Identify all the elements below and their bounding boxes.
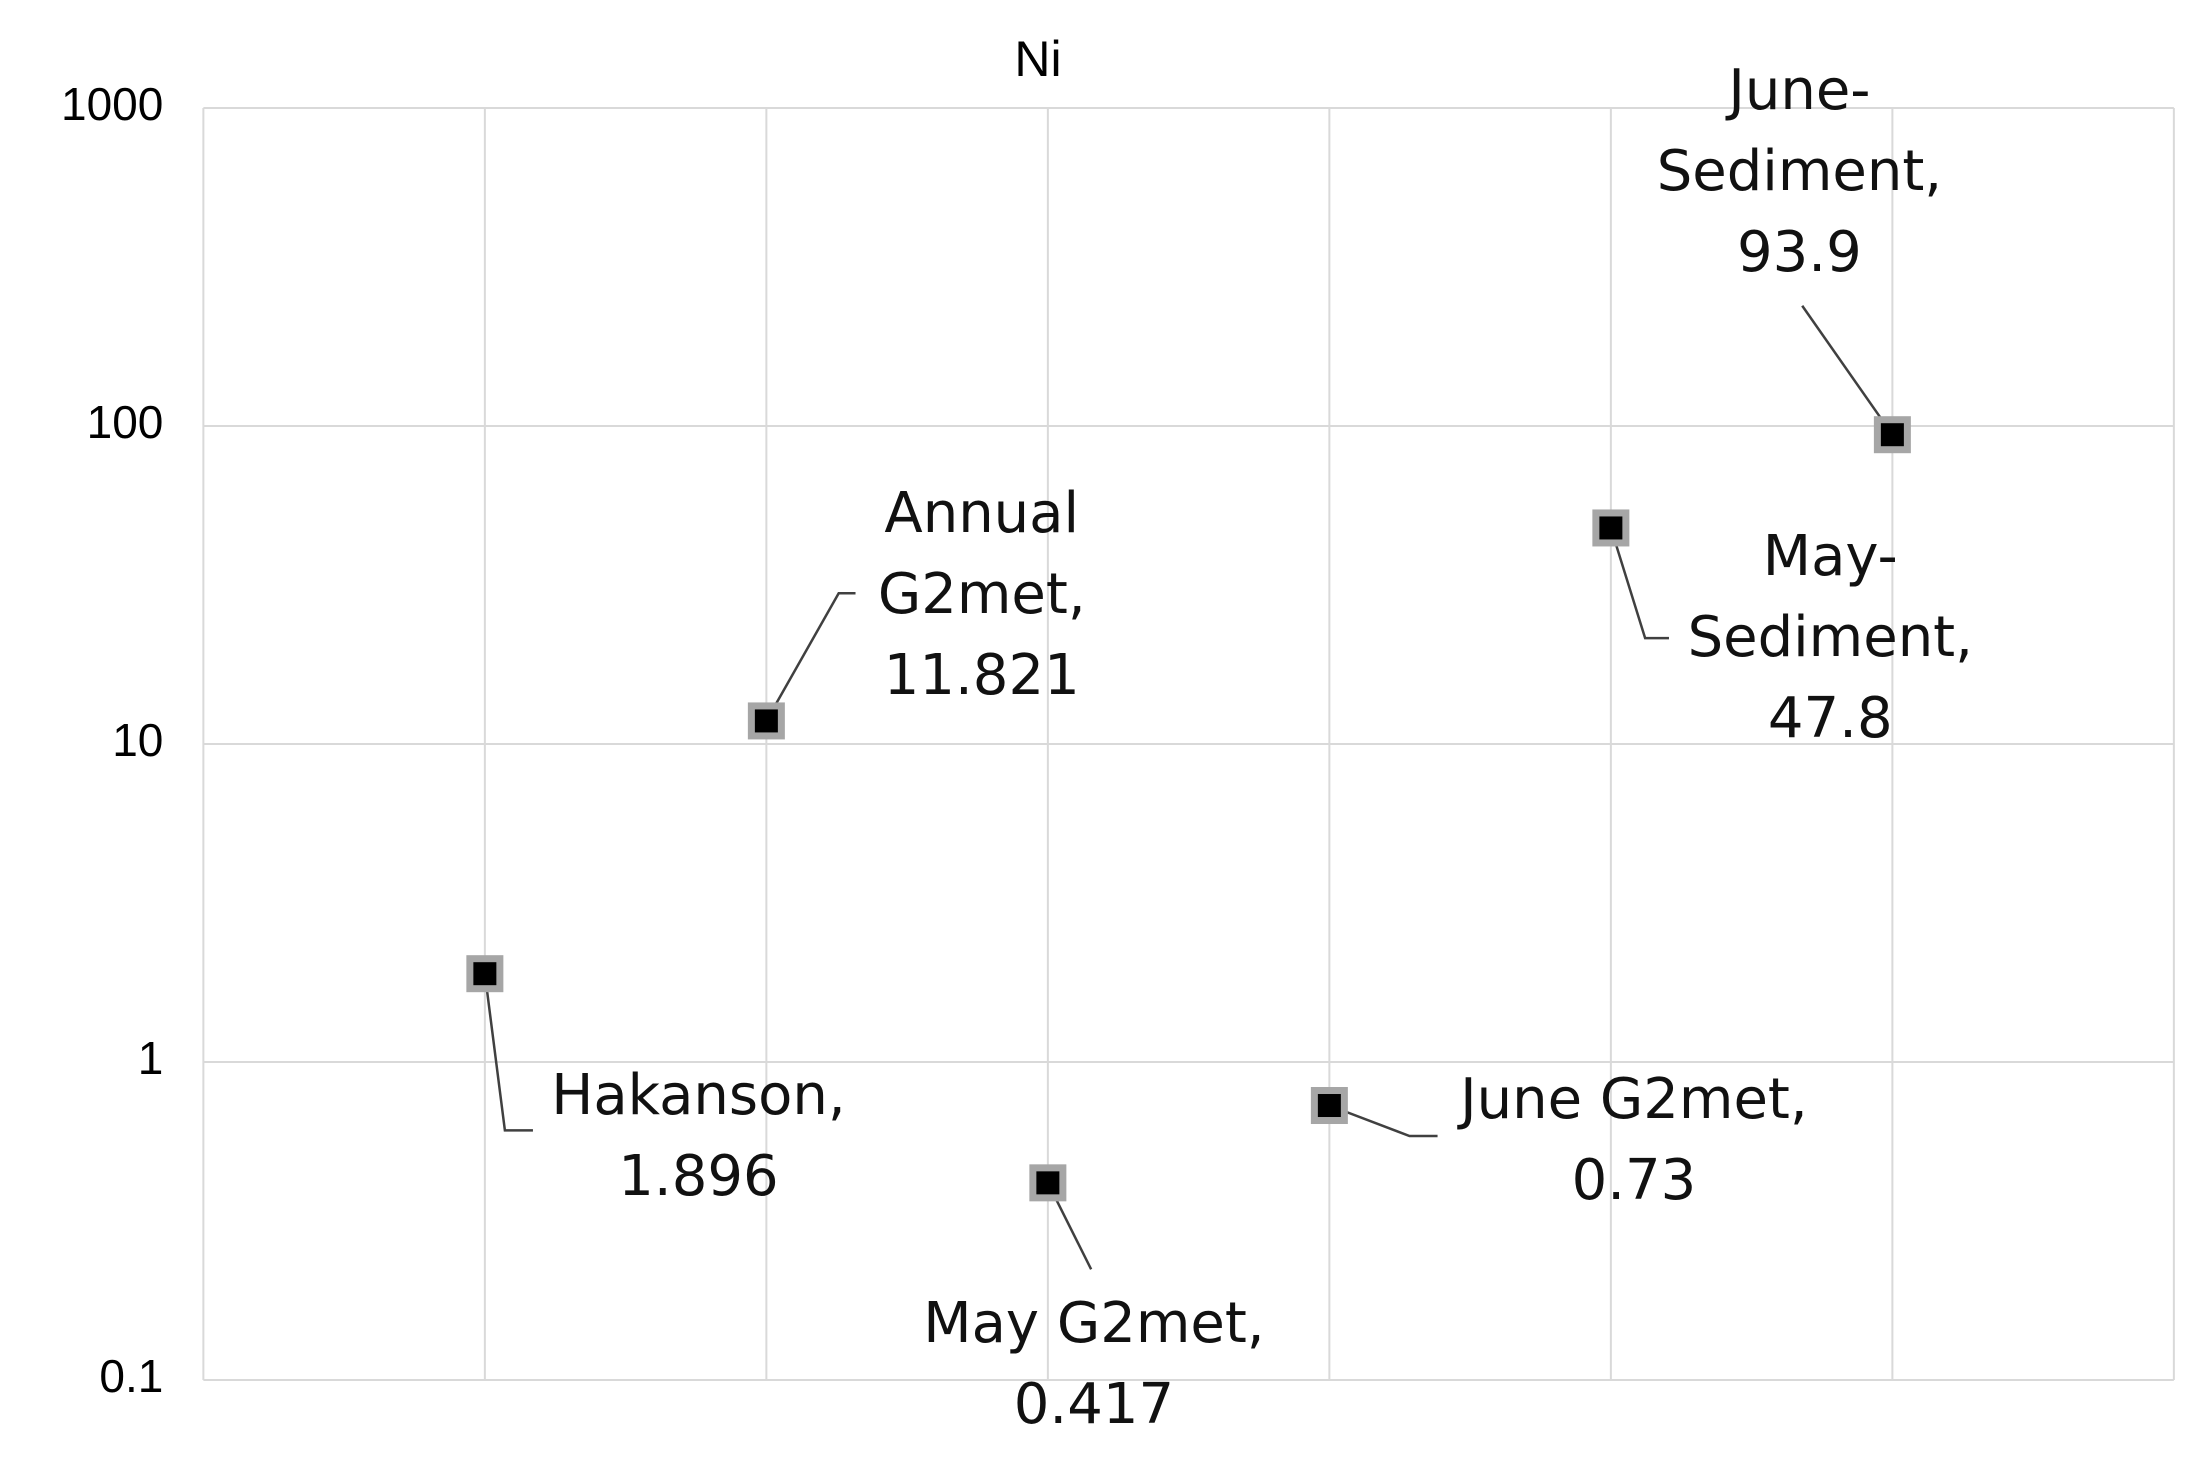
leader-line [483, 973, 533, 1132]
marker [1029, 1164, 1067, 1202]
point-name: June G2met, [1460, 1066, 1808, 1132]
marker [1873, 416, 1911, 454]
y-tick-label: 10 [112, 714, 163, 766]
marker [466, 955, 504, 993]
data-label: June-Sediment, 93.9 [1645, 50, 1954, 293]
point-name: May-Sediment, [1687, 524, 1973, 671]
data-label: Annual G2met, 11.821 [856, 473, 1108, 716]
data-label: May-Sediment, 47.8 [1676, 516, 1985, 759]
point-name: June-Sediment, [1656, 58, 1943, 205]
point-name: Annual G2met, [877, 480, 1086, 627]
y-tick-label: 100 [87, 396, 164, 448]
point-value: 11.821 [883, 642, 1080, 708]
leader-line [1328, 1104, 1438, 1138]
leader-line [1801, 305, 1894, 436]
data-label: May G2met, 0.417 [898, 1283, 1291, 1445]
marker [747, 702, 785, 740]
y-tick-label: 1 [138, 1032, 164, 1084]
leader-line [765, 592, 856, 722]
point-value: 1.896 [618, 1143, 779, 1209]
point-value: 0.417 [1013, 1372, 1175, 1438]
point-value: 93.9 [1737, 220, 1862, 286]
y-tick-label: 0.1 [99, 1350, 163, 1402]
point-name: May G2met, [923, 1291, 1265, 1357]
leader-line [1609, 527, 1669, 640]
y-tick-label: 1000 [61, 78, 163, 130]
point-name: Hakanson, [551, 1062, 846, 1128]
data-label: Hakanson, 1.896 [523, 1055, 874, 1217]
data-label: June G2met, 0.73 [1431, 1059, 1838, 1221]
chart-title: Ni [1014, 31, 1061, 87]
point-value: 47.8 [1767, 686, 1893, 752]
marker [1592, 509, 1630, 547]
point-value: 0.73 [1571, 1147, 1697, 1213]
marker [1310, 1087, 1348, 1125]
